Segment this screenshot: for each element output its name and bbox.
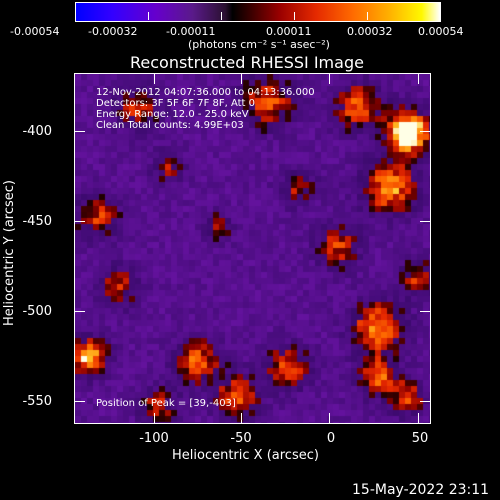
info-clean: Clean Total counts: 4.99E+03 bbox=[96, 120, 244, 131]
y-tick-label: -450 bbox=[22, 214, 52, 229]
info-energy: Energy Range: 12.0 - 25.0 keV bbox=[96, 109, 249, 120]
rhessi-image bbox=[75, 74, 430, 423]
x-tick bbox=[241, 413, 242, 423]
y-tick bbox=[75, 401, 85, 402]
x-tick-label: -100 bbox=[139, 431, 169, 446]
y-tick bbox=[420, 221, 430, 222]
colorbar-tick-label: -0.00011 bbox=[166, 25, 216, 38]
x-tick bbox=[418, 413, 419, 423]
colorbar-tick bbox=[367, 12, 368, 20]
x-tick-label: 0 bbox=[326, 431, 336, 446]
colorbar-units: (photons cm⁻² s⁻¹ asec⁻²) bbox=[188, 38, 330, 51]
colorbar-tick bbox=[221, 12, 222, 20]
colorbar-tick-label: 0.00032 bbox=[347, 25, 393, 38]
timestamp: 15-May-2022 23:11 bbox=[352, 482, 490, 498]
y-tick bbox=[420, 311, 430, 312]
info-peak: Position of Peak = [39,-403] bbox=[96, 398, 236, 409]
plot-title: Reconstructed RHESSI Image bbox=[130, 53, 364, 72]
colorbar bbox=[75, 2, 441, 22]
x-axis-title: Heliocentric X (arcsec) bbox=[172, 448, 319, 463]
y-tick-label: -550 bbox=[22, 394, 52, 409]
colorbar-tick-label: -0.00054 bbox=[10, 25, 60, 38]
colorbar-tick bbox=[440, 12, 441, 20]
x-tick-label: 50 bbox=[411, 431, 429, 446]
info-detectors: Detectors: 3F 5F 6F 7F 8F, Att 0 bbox=[96, 98, 256, 109]
x-tick bbox=[154, 413, 155, 423]
x-tick bbox=[329, 413, 330, 423]
x-tick bbox=[241, 74, 242, 84]
y-tick bbox=[420, 401, 430, 402]
colorbar-tick-label: -0.00032 bbox=[88, 25, 138, 38]
colorbar-gradient bbox=[76, 3, 440, 21]
colorbar-tick bbox=[148, 12, 149, 20]
rhessi-image-plot bbox=[74, 73, 431, 424]
colorbar-tick bbox=[75, 12, 76, 20]
y-tick bbox=[75, 311, 85, 312]
x-tick bbox=[418, 74, 419, 84]
y-axis-title: Heliocentric Y (arcsec) bbox=[2, 180, 17, 326]
y-tick bbox=[75, 131, 85, 132]
x-tick bbox=[154, 74, 155, 84]
x-tick bbox=[329, 74, 330, 84]
y-tick-label: -400 bbox=[22, 124, 52, 139]
x-tick-label: -50 bbox=[230, 431, 252, 446]
colorbar-tick-label: 0.00011 bbox=[266, 25, 312, 38]
colorbar-tick-label: 0.00054 bbox=[418, 25, 464, 38]
y-tick bbox=[75, 221, 85, 222]
colorbar-tick bbox=[294, 12, 295, 20]
y-tick bbox=[420, 131, 430, 132]
y-tick-label: -500 bbox=[22, 304, 52, 319]
info-time-range: 12-Nov-2012 04:07:36.000 to 04:13:36.000 bbox=[96, 87, 315, 98]
